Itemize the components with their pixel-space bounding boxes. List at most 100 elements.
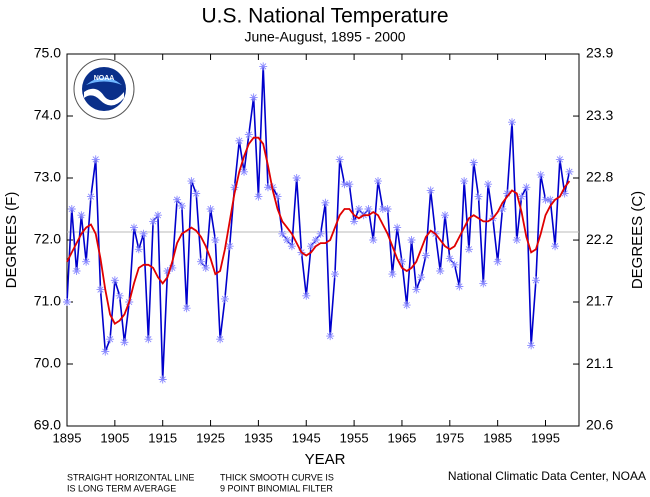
point-marker (316, 229, 325, 238)
y-tick-label: 69.0 (34, 417, 61, 433)
point-marker (115, 291, 124, 300)
x-axis-label: YEAR (305, 451, 346, 468)
point-marker (134, 245, 143, 254)
point-marker (364, 205, 373, 213)
source: National Climatic Data Center, NOAA (448, 469, 646, 483)
point-marker (278, 229, 287, 238)
point-marker (177, 201, 186, 210)
point-marker (369, 236, 378, 244)
point-marker (374, 177, 383, 186)
y-axis-label: DEGREES (F) (3, 192, 20, 289)
point-marker (412, 285, 421, 294)
point-marker (388, 270, 397, 279)
x-tick-label: 1945 (292, 430, 321, 445)
y2-tick-label: 21.7 (586, 293, 613, 309)
point-marker (249, 93, 258, 102)
point-marker (129, 223, 138, 232)
point-marker (311, 236, 320, 244)
note: IS LONG TERM AVERAGE (67, 483, 176, 493)
point-marker (536, 170, 545, 179)
point-marker (426, 186, 435, 195)
x-tick-label: 1905 (100, 430, 129, 445)
y2-tick-label: 20.6 (586, 417, 613, 433)
point-marker (173, 195, 182, 204)
y2-tick-label: 21.1 (586, 355, 613, 371)
y-tick-label: 74.0 (34, 107, 61, 123)
point-marker (230, 183, 239, 192)
logo-sky (86, 77, 122, 85)
point-marker (445, 254, 454, 263)
point-marker (546, 195, 555, 204)
point-marker (330, 270, 339, 279)
point-marker (393, 223, 402, 232)
point-marker (460, 177, 469, 186)
point-marker (201, 263, 210, 272)
point-marker (283, 236, 292, 244)
chart-subtitle: June-August, 1895 - 2000 (244, 29, 405, 45)
y2-axis-label: DEGREES (C) (629, 191, 646, 289)
point-marker (263, 183, 272, 192)
x-tick-label: 1965 (387, 430, 416, 445)
point-marker (378, 205, 387, 213)
y2-tick-label: 22.2 (586, 231, 613, 247)
note: 9 POINT BINOMIAL FILTER (220, 483, 333, 493)
point-marker (196, 257, 205, 266)
point-marker (158, 375, 167, 384)
point-marker (503, 189, 512, 198)
point-marker (206, 205, 215, 213)
point-marker (441, 211, 450, 220)
point-marker (508, 118, 517, 127)
point-marker (216, 335, 225, 344)
point-marker (168, 263, 177, 272)
point-marker (220, 294, 229, 303)
point-marker (555, 155, 564, 164)
chart-title: U.S. National Temperature (201, 5, 448, 28)
point-marker (144, 335, 153, 344)
point-marker (259, 62, 268, 71)
point-marker (531, 276, 540, 285)
point-marker (436, 267, 445, 275)
point-marker (149, 217, 158, 226)
point-marker (254, 192, 263, 201)
logo-wave (84, 88, 124, 106)
point-marker (512, 236, 521, 244)
point-marker (225, 242, 234, 251)
point-marker (292, 174, 301, 182)
note: STRAIGHT HORIZONTAL LINE (67, 472, 194, 482)
temperature-line (66, 66, 571, 380)
y-tick-label: 73.0 (34, 169, 61, 185)
point-marker (240, 167, 249, 176)
point-marker (397, 257, 406, 266)
y-tick-label: 71.0 (34, 293, 61, 309)
point-marker (455, 282, 464, 291)
point-marker (153, 211, 162, 220)
x-tick-label: 1915 (148, 430, 177, 445)
point-marker (287, 242, 296, 251)
x-tick-label: 1975 (435, 430, 464, 445)
point-marker (479, 279, 488, 288)
point-marker (541, 195, 550, 204)
point-marker (498, 205, 507, 213)
y-tick-label: 72.0 (34, 231, 61, 247)
point-marker (383, 205, 392, 213)
x-tick-label: 1935 (244, 430, 273, 445)
point-marker (235, 136, 244, 145)
point-marker (182, 304, 191, 313)
x-tick-label: 1995 (531, 430, 560, 445)
noaa-logo: NOAA (73, 58, 135, 120)
x-tick-label: 1895 (53, 430, 82, 445)
point-marker (421, 251, 430, 260)
point-marker (527, 341, 536, 350)
y2-tick-label: 22.8 (586, 169, 613, 185)
logo-disk (82, 67, 126, 111)
logo-text: NOAA (94, 75, 115, 82)
point-marker (469, 158, 478, 167)
point-marker (326, 332, 335, 341)
point-marker (120, 338, 129, 347)
point-marker (96, 285, 105, 294)
point-marker (417, 273, 426, 282)
point-marker (474, 192, 483, 201)
point-marker (163, 267, 172, 275)
